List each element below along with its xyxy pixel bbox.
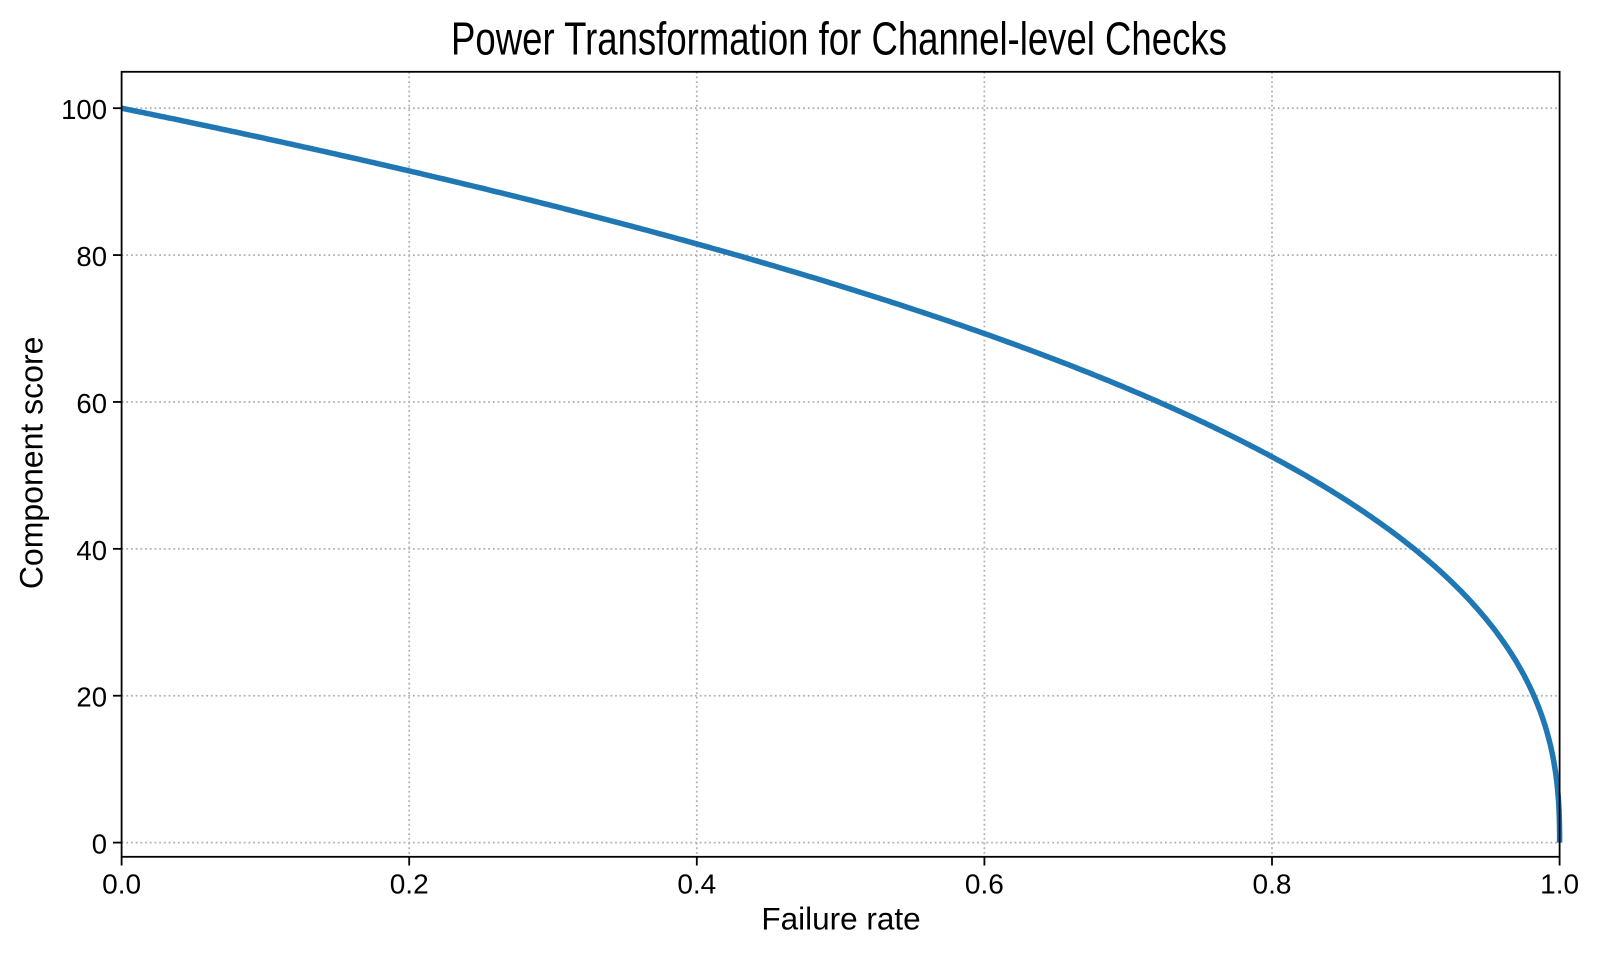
svg-text:Failure rate: Failure rate [761, 900, 920, 936]
svg-text:0.4: 0.4 [677, 868, 716, 899]
svg-text:60: 60 [76, 388, 107, 419]
svg-text:20: 20 [76, 682, 107, 713]
svg-text:0.6: 0.6 [965, 868, 1004, 899]
svg-text:1.0: 1.0 [1540, 868, 1579, 899]
svg-text:Power Transformation for Chann: Power Transformation for Channel-level C… [451, 12, 1227, 64]
svg-text:0: 0 [92, 829, 107, 860]
svg-text:0.0: 0.0 [102, 868, 141, 899]
svg-text:40: 40 [76, 535, 107, 566]
svg-text:Component score: Component score [13, 337, 49, 590]
svg-text:0.8: 0.8 [1253, 868, 1292, 899]
svg-text:100: 100 [61, 94, 107, 125]
svg-text:80: 80 [76, 241, 107, 272]
svg-text:0.2: 0.2 [390, 868, 429, 899]
